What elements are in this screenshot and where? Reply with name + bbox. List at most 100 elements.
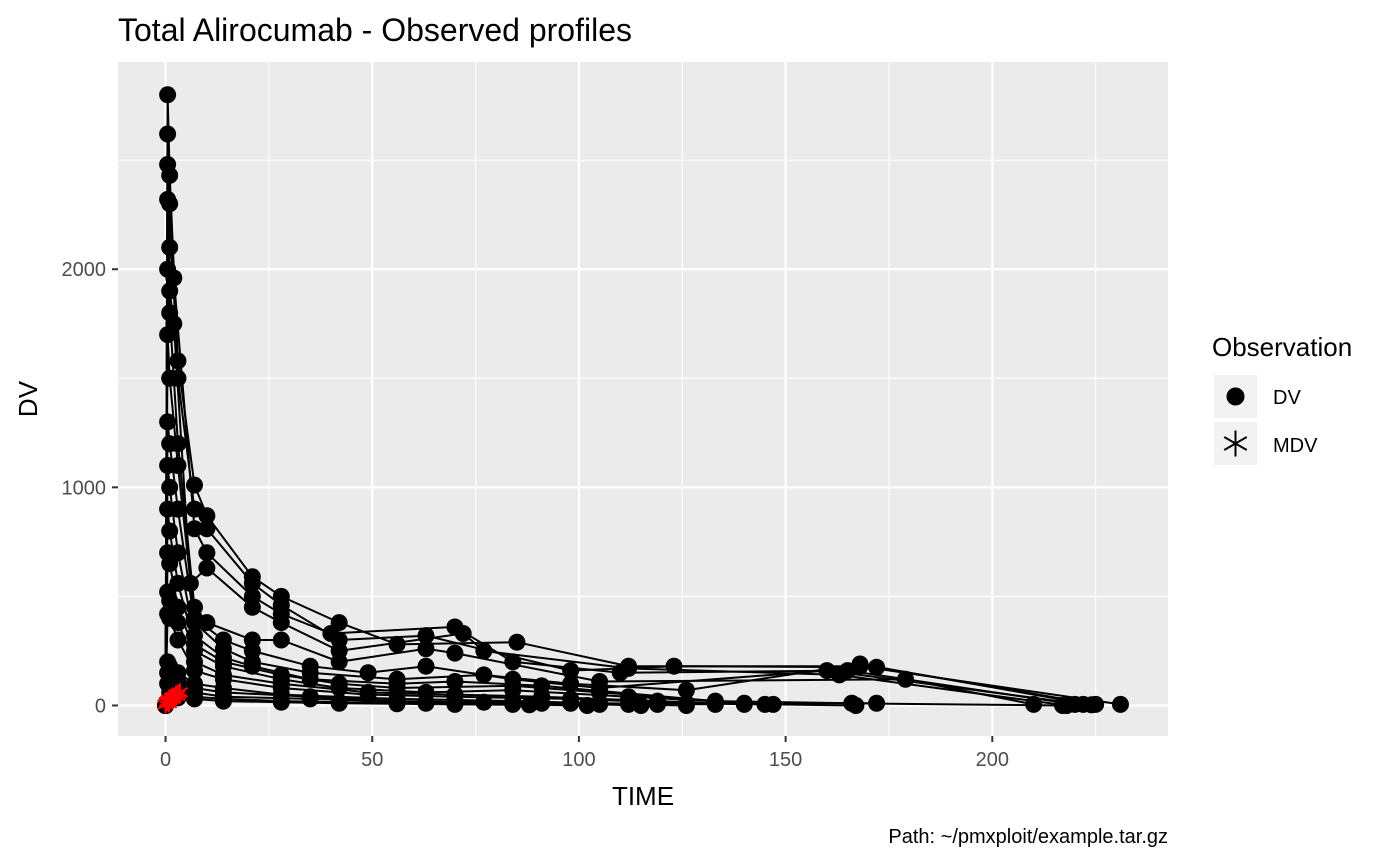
dv-point [301,690,319,708]
dv-point [359,686,377,704]
dv-point [185,614,203,632]
dv-point [454,624,472,642]
legend: Observation DV MDV [1212,332,1352,465]
dv-point [272,614,290,632]
dv-point [161,555,179,573]
dv-point [159,457,177,475]
dv-point [1111,695,1129,713]
profile-line [164,334,1084,706]
dv-point [897,670,914,688]
dv-point [159,190,177,208]
dv-point [181,574,199,592]
dv-point [475,693,493,711]
dv-point [591,695,609,713]
profile-line [164,133,1096,706]
dv-point [243,598,261,616]
dv-point [330,679,348,697]
dv-point [161,592,179,610]
dv-point [272,693,290,711]
dv-point [562,662,580,680]
dv-point [578,696,596,714]
dv-point [198,559,216,577]
dv-point [417,640,435,658]
mdv-points [157,683,189,714]
chart-title: Total Alirocumab - Observed profiles [118,12,632,48]
dv-point [185,690,203,708]
dv-point [243,574,261,592]
dv-point [868,658,886,676]
legend-mdv-asterisk-icon [1223,430,1248,457]
dv-point [198,520,216,538]
dv-point [475,642,493,660]
dv-point [243,657,261,675]
dv-point [359,664,377,682]
dv-point [677,696,695,714]
dv-point [665,657,683,675]
y-tick-label: 0 [95,695,106,717]
dv-point [161,522,179,540]
dv-points [157,86,1129,714]
dv-point [161,282,179,300]
dv-point [159,326,177,344]
dv-point [446,695,464,713]
dv-point [161,435,179,453]
dv-point [214,692,232,710]
dv-point [1025,695,1043,713]
dv-point [330,694,348,712]
dv-point [756,695,774,713]
dv-point [417,627,435,645]
dv-point [185,520,203,538]
dv-point [706,695,724,713]
x-tick-label: 150 [769,749,802,771]
dv-point [161,238,179,256]
dv-point [159,156,177,174]
dv-point [272,631,290,649]
dv-point [562,694,580,712]
dv-point [632,696,650,714]
dv-point [161,478,179,496]
x-tick-label: 0 [160,749,171,771]
dv-point [159,125,177,143]
dv-point [446,644,464,662]
dv-point [185,662,203,680]
x-axis-title: TIME [612,781,674,811]
dv-point [388,695,406,713]
dv-point [648,695,666,713]
dv-point [562,675,580,693]
dv-point [159,500,177,518]
x-tick-label: 100 [562,749,595,771]
dv-point [504,653,522,671]
dv-point [159,413,177,431]
dv-point [1054,696,1072,714]
dv-point [159,86,177,104]
dv-point [161,369,179,387]
x-tick-label: 200 [976,749,1009,771]
dv-point [169,631,187,649]
y-tick-label: 2000 [62,259,107,281]
dv-point [322,624,340,642]
dv-point [677,681,695,699]
legend-title: Observation [1212,332,1352,362]
y-axis: 0 1000 2000 [62,259,118,717]
dv-point [388,635,406,653]
dv-point [508,633,526,651]
dv-point [851,655,869,673]
dv-point [475,666,493,684]
dv-point [301,670,319,688]
dv-point [198,544,216,562]
dv-point [169,352,187,370]
dv-point [504,695,522,713]
dv-point [520,696,538,714]
x-axis: 0 50 100 150 200 [160,736,1009,771]
legend-label-mdv: MDV [1273,435,1318,457]
dv-point [161,609,179,627]
dv-point [159,260,177,278]
legend-label-dv: DV [1273,387,1301,409]
dv-point [735,695,753,713]
y-tick-label: 1000 [62,477,107,499]
mdv-point [168,686,186,705]
dv-point [446,672,464,690]
dv-point [533,694,551,712]
dv-point [185,500,203,518]
